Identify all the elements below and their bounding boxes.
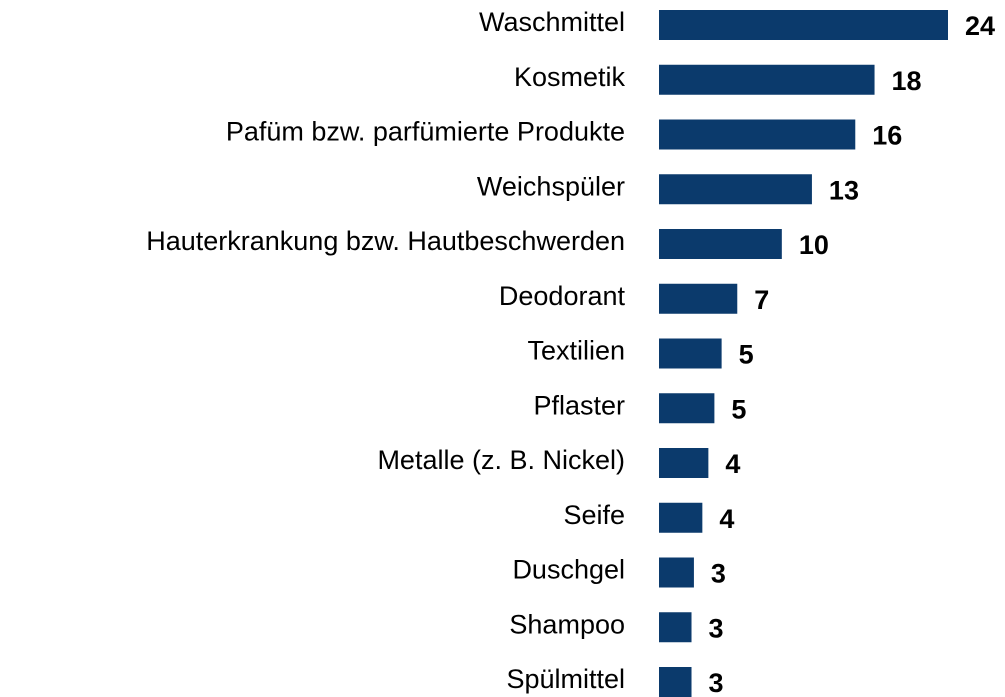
value-label: 7 bbox=[754, 285, 769, 315]
bar bbox=[659, 283, 738, 314]
value-label: 10 bbox=[799, 230, 829, 260]
bar bbox=[659, 229, 782, 259]
value-label: 3 bbox=[709, 613, 724, 643]
bar bbox=[659, 612, 692, 643]
bar bbox=[659, 667, 692, 697]
bar bbox=[659, 448, 709, 478]
value-label: 3 bbox=[711, 559, 726, 589]
value-label: 4 bbox=[719, 504, 734, 534]
category-label: Weichspüler bbox=[477, 171, 625, 201]
value-label: 3 bbox=[709, 668, 724, 697]
category-label: Pflaster bbox=[533, 390, 625, 420]
value-label: 5 bbox=[731, 394, 746, 424]
category-label: Hauterkrankung bzw. Hautbeschwerden bbox=[146, 226, 625, 256]
bar bbox=[659, 502, 703, 533]
bar bbox=[659, 338, 722, 369]
bar bbox=[659, 557, 694, 588]
category-label: Deodorant bbox=[499, 281, 626, 311]
bar bbox=[659, 393, 715, 424]
category-label: Kosmetik bbox=[514, 62, 626, 92]
value-label: 4 bbox=[725, 449, 740, 479]
category-label: Shampoo bbox=[509, 609, 625, 639]
value-label: 18 bbox=[892, 66, 922, 96]
category-label: Pafüm bzw. parfümierte Produkte bbox=[226, 117, 625, 147]
category-label: Metalle (z. B. Nickel) bbox=[377, 445, 625, 475]
bar bbox=[659, 64, 875, 95]
bar bbox=[659, 119, 856, 150]
value-label: 13 bbox=[829, 175, 859, 205]
category-label: Duschgel bbox=[512, 555, 625, 585]
bar bbox=[659, 10, 948, 40]
category-label: Spülmittel bbox=[506, 664, 625, 694]
category-label: Waschmittel bbox=[479, 7, 625, 37]
value-label: 16 bbox=[872, 121, 902, 151]
category-label: Textilien bbox=[527, 336, 625, 366]
category-label: Seife bbox=[563, 500, 625, 530]
value-label: 5 bbox=[739, 340, 754, 370]
bar bbox=[659, 174, 812, 205]
value-label: 24 bbox=[965, 11, 995, 41]
